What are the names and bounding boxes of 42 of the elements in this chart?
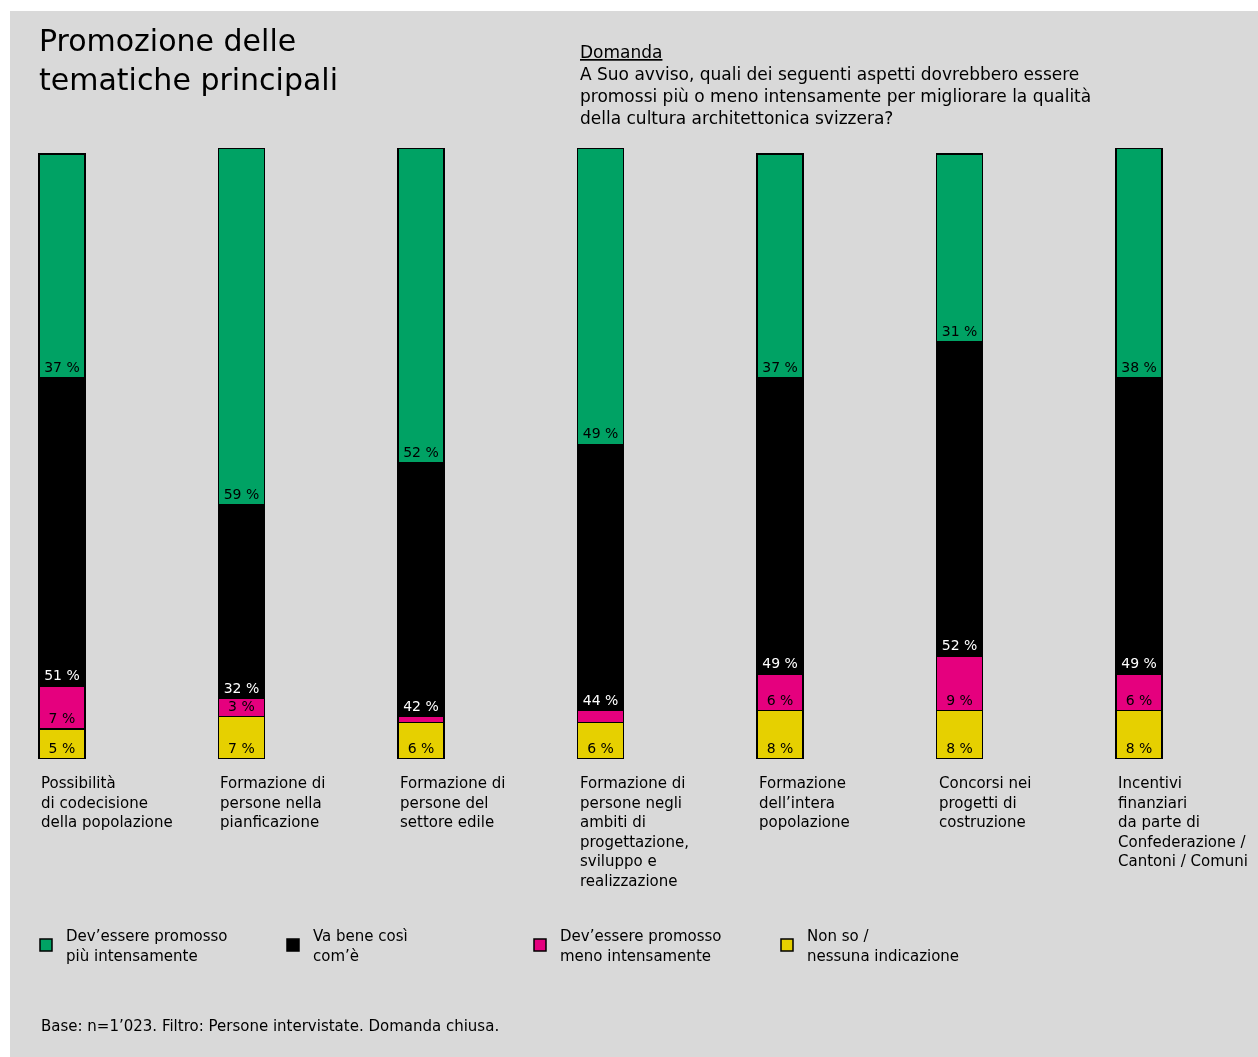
- x-tick-label: Possibilità di codecisione della popolazione: [41, 774, 173, 831]
- data-label: 8 %: [1125, 740, 1153, 756]
- data-label: 49 %: [1121, 655, 1157, 672]
- data-label: 8 %: [946, 740, 973, 756]
- data-label: 44 %: [582, 691, 619, 708]
- data-label: 52 %: [941, 637, 978, 654]
- data-label: 6 %: [1125, 691, 1153, 708]
- text: Domanda: [580, 42, 663, 62]
- data-label: 31 %: [941, 322, 978, 339]
- chart-title: Promozione delle tematiche principali: [38, 22, 339, 97]
- bar: [397, 721, 445, 759]
- legend-label: Va bene così com’è: [313, 927, 408, 965]
- data-label: 32 %: [223, 679, 260, 696]
- data-label: 42 %: [403, 697, 439, 714]
- data-label: 38 %: [1121, 358, 1157, 375]
- data-label: 7 %: [228, 740, 255, 756]
- x-tick-label: Formazione di persone del settore edile: [400, 774, 506, 831]
- data-label: 37 %: [44, 358, 80, 375]
- data-label: 9 %: [946, 691, 973, 708]
- data-label: 7 %: [48, 709, 76, 726]
- x-tick-label: Formazione di persone nella pianficazione: [220, 774, 326, 831]
- data-label: 6 %: [587, 740, 614, 756]
- legend-label: Dev’essere promosso meno intensamente: [560, 927, 722, 965]
- data-label: 6 %: [407, 740, 435, 756]
- data-label: 5 %: [48, 740, 76, 756]
- x-tick-label: Formazione di persone negli ambiti di progettazione, sviluppo e realizzazione: [580, 774, 689, 890]
- legend-label: Dev’essere promosso più intensamente: [66, 927, 228, 965]
- data-label: 8 %: [766, 740, 794, 756]
- data-label: 37 %: [762, 358, 798, 375]
- data-label: 52 %: [403, 443, 439, 460]
- data-label: 51 %: [44, 667, 80, 684]
- data-label: 6 %: [766, 691, 794, 708]
- x-tick-label: Incentivi finanziari da parte di Confederazione / Cantoni / Comuni: [1118, 774, 1248, 870]
- data-label: 3 %: [228, 697, 255, 714]
- chart-subtitle: A Suo avviso, quali dei seguenti aspetti dovrebbero essere promossi più o meno intensamente per migliorare la qualità della cultura architettonica svizzera?: [580, 64, 1092, 129]
- data-label: 59 %: [223, 485, 260, 502]
- data-label: 49 %: [762, 655, 798, 672]
- legend-label: Non so / nessuna indicazione: [807, 927, 960, 965]
- text: Base: n=1’023. Filtro: Persone intervistate. Domanda chiusa.: [41, 1017, 500, 1035]
- data-label: 49 %: [582, 425, 619, 442]
- x-tick-label: Formazione dell’intera popolazione: [759, 774, 850, 831]
- x-tick-label: Concorsi nei progetti di costruzione: [939, 774, 1032, 831]
